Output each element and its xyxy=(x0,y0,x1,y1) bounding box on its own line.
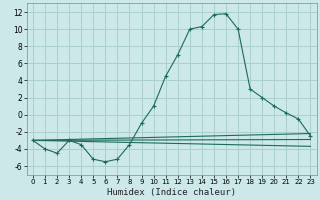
X-axis label: Humidex (Indice chaleur): Humidex (Indice chaleur) xyxy=(107,188,236,197)
